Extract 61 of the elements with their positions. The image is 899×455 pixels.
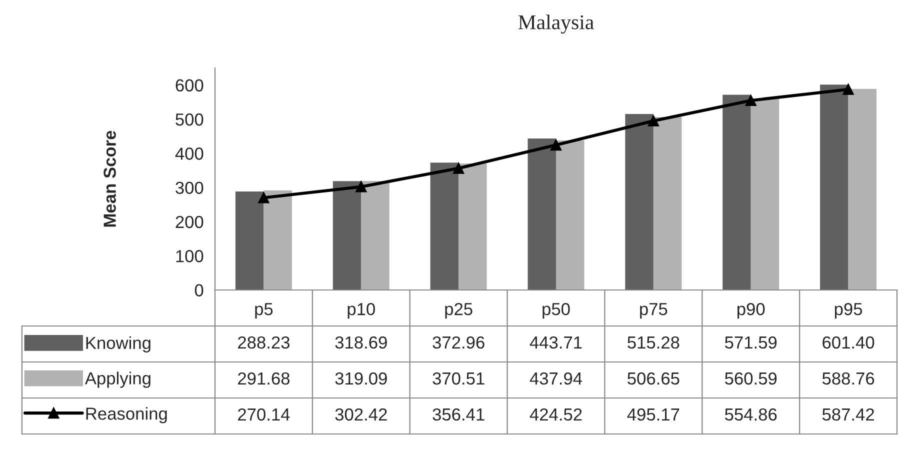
data-label: 291.68 xyxy=(238,372,290,385)
bar xyxy=(458,163,487,290)
bar xyxy=(264,190,292,290)
x-tick-label: p90 xyxy=(737,302,765,319)
legend-label: Applying xyxy=(84,372,150,388)
point xyxy=(842,84,854,95)
point xyxy=(745,94,756,106)
data-label: 443.71 xyxy=(530,336,582,349)
point xyxy=(648,115,659,126)
data-label: 319.09 xyxy=(335,372,387,385)
bar xyxy=(528,138,556,290)
y-tick-label: 400 xyxy=(175,148,204,160)
bar xyxy=(722,94,751,290)
data-label: 270.14 xyxy=(238,408,290,421)
data-label: 506.65 xyxy=(628,372,680,385)
data-label: 356.41 xyxy=(432,408,484,421)
bar xyxy=(332,181,362,290)
x-tick-label: p5 xyxy=(255,303,273,319)
y-tick-label: 200 xyxy=(176,216,204,228)
bar xyxy=(625,114,654,290)
data-label: 424.52 xyxy=(530,408,582,421)
data-label: 318.69 xyxy=(335,336,387,349)
data-label: 288.23 xyxy=(238,336,290,349)
y-tick-label: 500 xyxy=(176,113,204,126)
point xyxy=(453,162,464,174)
data-label: 587.42 xyxy=(822,408,874,421)
data-label: 370.51 xyxy=(432,372,484,385)
point xyxy=(258,192,270,204)
legend-label: Knowing xyxy=(86,336,150,353)
x-tick-label: p95 xyxy=(834,302,862,319)
data-label: 515.28 xyxy=(628,336,680,349)
data-label: 560.59 xyxy=(725,372,777,385)
y-tick-label: 100 xyxy=(176,250,204,262)
bar xyxy=(820,84,848,290)
x-tick-label: p50 xyxy=(542,302,570,319)
y-tick-label: 600 xyxy=(176,79,204,92)
bar xyxy=(430,162,459,290)
data-label: 571.59 xyxy=(725,336,777,349)
y-tick-label: 300 xyxy=(176,182,204,194)
data-label: 372.96 xyxy=(432,336,484,349)
data-label: 495.17 xyxy=(627,408,680,421)
y-tick-label: 0 xyxy=(194,284,204,296)
data-label: 554.86 xyxy=(725,408,777,421)
x-tick-label: p10 xyxy=(348,302,375,319)
y-axis-title: Mean Score xyxy=(104,130,116,227)
x-tick-label: p75 xyxy=(640,303,668,319)
bar xyxy=(750,98,780,290)
x-tick-label: p25 xyxy=(445,302,472,319)
data-label: 302.42 xyxy=(335,408,387,421)
bar xyxy=(848,88,877,290)
bar xyxy=(361,181,390,290)
data-label: 437.94 xyxy=(530,372,582,385)
bar xyxy=(556,140,584,290)
bar xyxy=(235,192,264,290)
point xyxy=(550,139,562,151)
data-label: 601.40 xyxy=(822,336,874,349)
data-label: 588.76 xyxy=(822,372,874,385)
bar xyxy=(653,116,682,290)
chart-title: Malaysia xyxy=(518,14,594,34)
point xyxy=(356,181,367,192)
legend-label: Reasoning xyxy=(86,407,167,424)
